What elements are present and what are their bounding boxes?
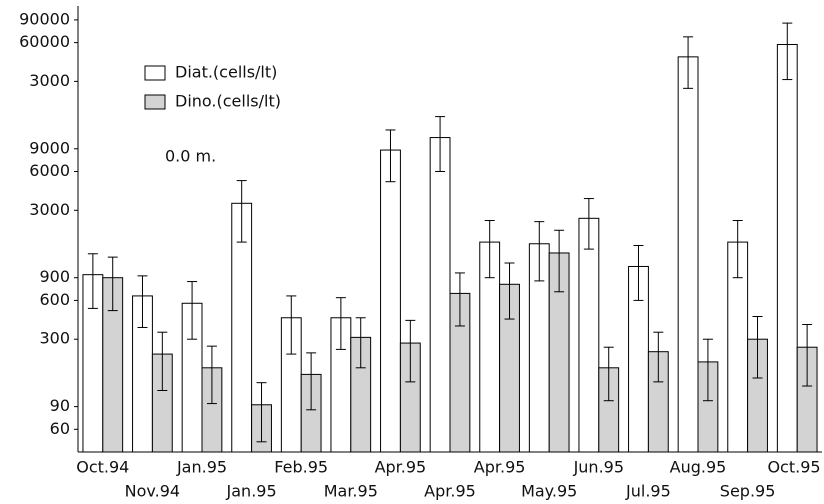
y-tick-label: 300: [39, 329, 70, 348]
bar: [776, 43, 798, 453]
y-tick-label: 90: [50, 396, 70, 415]
x-tick-label: Mar.95: [324, 482, 378, 501]
y-tick-label: 6000: [29, 161, 70, 180]
x-tick-label: Oct.94: [76, 458, 129, 477]
y-tick-label: 9000: [29, 138, 70, 157]
legend-label: Dino.(cells/lt): [175, 92, 281, 111]
bar: [578, 217, 600, 453]
y-tick-label: 3000: [29, 71, 70, 90]
y-tick-label: 3000: [29, 200, 70, 219]
x-tick-label: Jan.95: [226, 482, 277, 501]
x-tick-label: Apr.95: [375, 458, 427, 477]
legend-label: Diat.(cells/lt): [175, 63, 277, 82]
x-tick-label: Feb.95: [274, 458, 328, 477]
y-tick-label: 600: [39, 290, 70, 309]
x-tick-label: Apr.95: [474, 458, 526, 477]
legend-swatch: [144, 94, 166, 110]
bar: [429, 137, 451, 453]
x-tick-label: Oct.95: [767, 458, 820, 477]
x-tick-label: Nov.94: [125, 482, 180, 501]
y-tick-label: 60000: [19, 32, 70, 51]
bar: [677, 56, 699, 453]
y-tick-label: 90000: [19, 9, 70, 28]
x-tick-label: Aug.95: [670, 458, 727, 477]
x-tick-label: Jan.95: [176, 458, 227, 477]
y-tick-label: 60: [50, 419, 70, 438]
legend-swatch: [144, 65, 166, 81]
x-tick-label: May.95: [521, 482, 577, 501]
y-tick-label: 900: [39, 267, 70, 286]
bar: [380, 149, 401, 453]
x-tick-label: Sep.95: [720, 482, 776, 501]
x-tick-label: Apr.95: [424, 482, 476, 501]
annotation: 0.0 m.: [165, 147, 216, 166]
x-tick-label: Jul.95: [625, 482, 671, 501]
x-tick-label: Jun.95: [573, 458, 624, 477]
